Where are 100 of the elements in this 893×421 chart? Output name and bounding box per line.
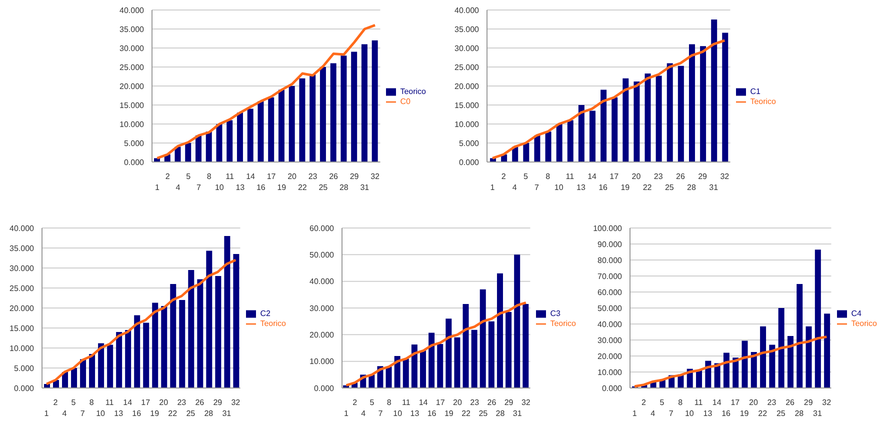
bar: [578, 105, 584, 162]
x-tick-label: 22: [168, 409, 178, 418]
x-tick-label: 23: [308, 172, 318, 181]
x-tick-label: 22: [642, 183, 652, 192]
bar: [824, 314, 830, 388]
bar: [394, 356, 400, 388]
bar: [522, 304, 529, 388]
x-tick-label: 23: [654, 172, 664, 181]
y-tick-label: 15.000: [10, 324, 35, 333]
bar: [787, 336, 794, 388]
y-tick-label: 30.000: [10, 264, 35, 273]
y-tick-label: 20.000: [10, 304, 35, 313]
y-tick-label: 30.000: [454, 44, 480, 53]
x-tick-label: 13: [703, 409, 713, 418]
legend-label: Teorico: [260, 319, 286, 328]
x-tick-label: 10: [214, 183, 224, 192]
x-tick-label: 17: [266, 172, 276, 181]
x-tick-label: 31: [813, 409, 822, 418]
x-tick-label: 26: [786, 398, 796, 407]
x-tick-label: 5: [660, 398, 665, 407]
bar: [622, 78, 629, 162]
y-tick-label: 100.000: [593, 224, 623, 233]
bar: [678, 66, 684, 162]
x-tick-label: 17: [610, 172, 620, 181]
bar: [185, 143, 192, 162]
x-tick-label: 1: [44, 409, 50, 418]
legend-label: C1: [750, 87, 760, 96]
bar: [98, 343, 104, 388]
bar: [330, 63, 336, 162]
x-tick-label: 32: [521, 398, 531, 407]
x-tick-label: 13: [114, 409, 124, 418]
x-tick-label: 5: [370, 398, 375, 407]
line-series: [345, 301, 528, 387]
x-tick-label: 16: [256, 183, 266, 192]
x-tick-label: 31: [222, 409, 232, 418]
x-tick-label: 11: [566, 172, 575, 181]
y-tick-label: 50.000: [310, 250, 335, 260]
bar: [462, 304, 469, 388]
bar: [644, 73, 651, 162]
y-tick-label: 30.000: [598, 336, 623, 345]
bar: [612, 97, 618, 162]
y-tick-label: 80.000: [598, 256, 623, 265]
y-tick-label: 30.000: [310, 304, 335, 313]
y-tick-label: 20.000: [598, 352, 623, 361]
x-tick-label: 13: [576, 183, 586, 192]
y-tick-label: 5.000: [458, 138, 480, 148]
bar: [700, 46, 706, 162]
x-tick-label: 5: [186, 172, 192, 181]
bar: [688, 44, 695, 162]
x-tick-label: 28: [339, 183, 349, 192]
y-tick-label: 10.000: [120, 120, 145, 129]
x-tick-label: 2: [501, 172, 506, 181]
y-tick-label: 40.000: [10, 224, 35, 233]
x-tick-label: 7: [378, 409, 384, 418]
bar: [386, 366, 392, 388]
x-tick-label: 29: [698, 172, 708, 181]
bar: [778, 308, 784, 388]
bar: [152, 302, 158, 388]
y-tick-label: 20.000: [454, 82, 480, 91]
x-tick-label: 8: [546, 172, 551, 181]
bar: [446, 318, 452, 388]
bar: [170, 284, 176, 388]
x-tick-label: 28: [204, 409, 214, 418]
y-tick-label: 10.000: [454, 120, 480, 129]
bar: [299, 78, 306, 162]
y-tick-label: 5.000: [14, 364, 35, 373]
x-tick-label: 22: [758, 409, 768, 418]
x-tick-label: 26: [487, 398, 497, 407]
bar: [656, 76, 662, 162]
bar: [814, 250, 821, 388]
bar: [806, 326, 812, 388]
x-tick-label: 26: [676, 172, 686, 181]
x-tick-label: 29: [350, 172, 360, 181]
x-tick-label: 10: [393, 409, 403, 418]
x-tick-label: 23: [177, 398, 187, 407]
bar: [796, 284, 803, 388]
x-tick-label: 29: [804, 398, 814, 407]
y-tick-label: 25.000: [454, 62, 480, 72]
x-tick-label: 22: [462, 409, 472, 418]
bar: [454, 337, 460, 388]
x-tick-label: 7: [668, 409, 674, 418]
x-tick-label: 29: [213, 398, 223, 407]
bar: [340, 56, 347, 162]
bar: [750, 352, 757, 388]
x-tick-label: 25: [776, 409, 786, 418]
bar: [247, 108, 254, 162]
x-tick-label: 22: [298, 183, 308, 192]
x-tick-label: 16: [722, 409, 732, 418]
x-tick-label: 16: [598, 183, 608, 192]
x-tick-label: 25: [478, 409, 488, 418]
x-tick-label: 17: [436, 398, 446, 407]
bar: [268, 97, 274, 162]
bar: [89, 354, 96, 388]
y-tick-label: 30.000: [120, 44, 145, 53]
x-tick-label: 19: [277, 183, 287, 192]
legend-label: Teorico: [750, 97, 776, 106]
bar: [125, 330, 132, 388]
bar: [666, 63, 673, 162]
bar: [80, 359, 86, 388]
legend-label: C2: [260, 309, 270, 318]
